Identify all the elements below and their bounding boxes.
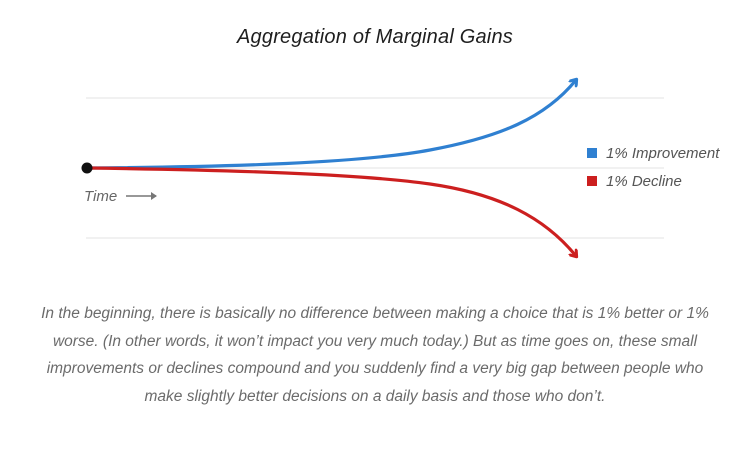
chart-title: Aggregation of Marginal Gains: [237, 26, 513, 48]
chart-caption: In the beginning, there is basically no …: [41, 305, 709, 405]
series-line-improvement: [86, 80, 576, 170]
origin-point: [81, 162, 93, 174]
series-line-decline: [86, 166, 576, 256]
legend-swatch-decline: [587, 176, 597, 186]
legend-label-improvement: 1% Improvement: [606, 145, 720, 162]
x-axis-arrow-icon: [151, 192, 157, 200]
legend-swatch-improvement: [587, 148, 597, 158]
legend-label-decline: 1% Decline: [606, 173, 682, 190]
x-axis-label: Time: [84, 188, 117, 205]
chart-plot: Time 1% Improvement 1% Decline: [81, 0, 720, 300]
